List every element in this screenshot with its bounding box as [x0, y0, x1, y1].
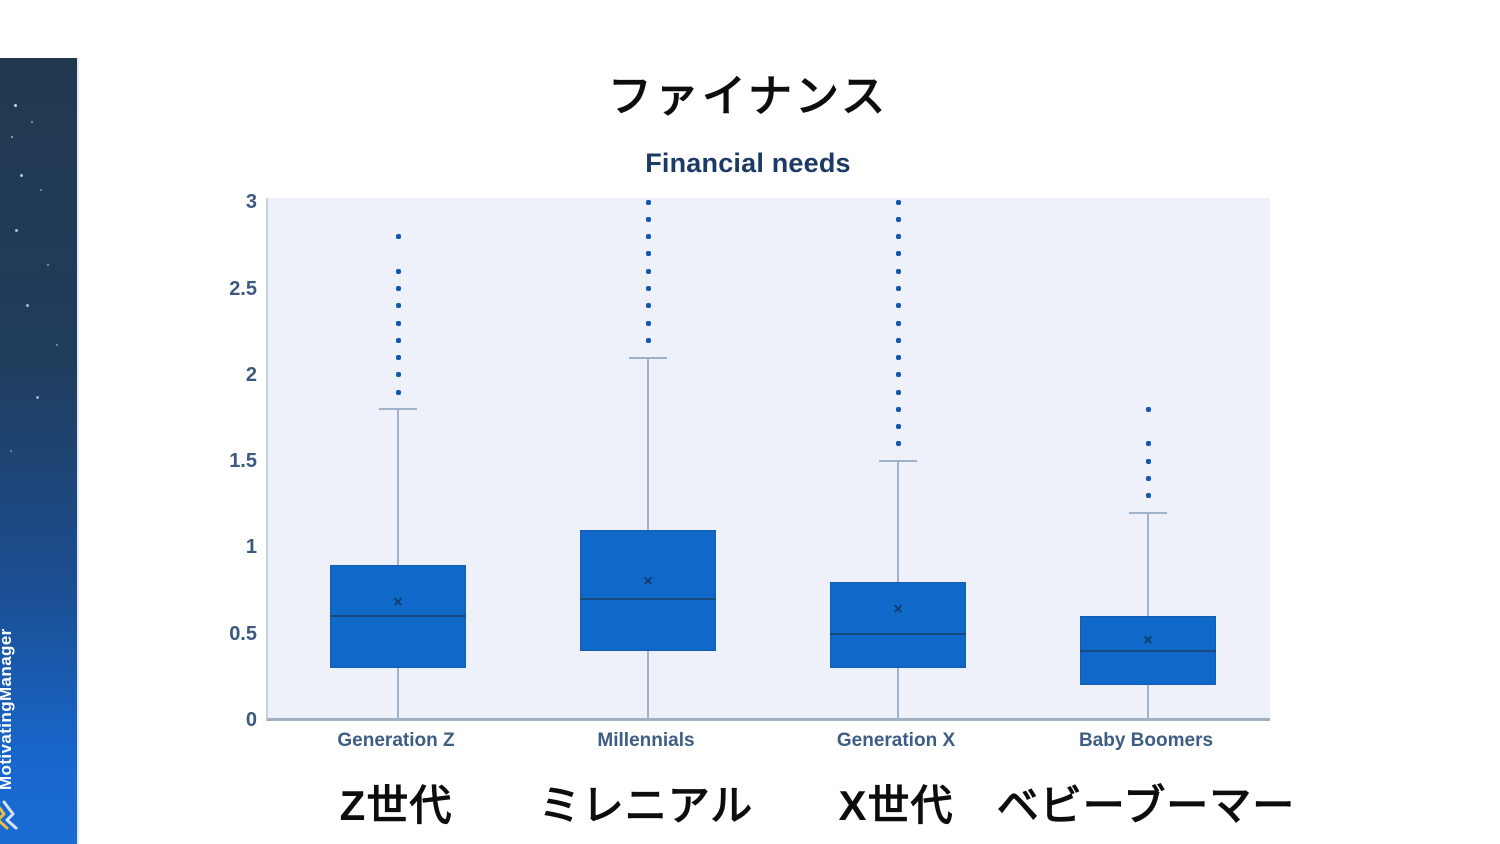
outlier-generation-x	[895, 199, 901, 205]
outlier-generation-z	[395, 355, 401, 361]
y-tick-label: 1	[245, 536, 257, 559]
category-label-jp-generation-x: X世代	[838, 782, 954, 829]
y-tick-label: 2	[245, 363, 257, 386]
category-label-jp-millennials: ミレニアル	[538, 782, 754, 829]
mean-marker-millennials: ×	[643, 572, 653, 590]
outlier-baby-boomers	[1145, 475, 1151, 481]
category-label-generation-x: Generation X	[836, 730, 956, 751]
outlier-generation-z	[395, 372, 401, 378]
outlier-generation-x	[895, 216, 901, 222]
outlier-generation-z	[395, 268, 401, 274]
outlier-generation-z	[395, 286, 401, 291]
outlier-generation-x	[895, 424, 901, 430]
chart-title: Financial needs	[645, 148, 851, 178]
category-label-baby-boomers: Baby Boomers	[1078, 730, 1214, 751]
y-tick-label: 3	[245, 191, 257, 214]
mean-marker-baby-boomers: ×	[1143, 631, 1153, 649]
outlier-millennials	[645, 234, 651, 240]
star-decoration	[10, 450, 12, 452]
category-label-generation-z: Generation Z	[337, 730, 455, 751]
outlier-generation-x	[895, 268, 901, 274]
outlier-millennials	[645, 251, 651, 257]
mean-marker-generation-z: ×	[393, 593, 403, 611]
star-decoration	[20, 174, 23, 177]
brand-name: MotivatingManager	[0, 628, 15, 790]
outlier-millennials	[645, 216, 651, 222]
category-label-jp-generation-z: Z世代	[339, 782, 453, 829]
median-generation-z	[330, 615, 466, 618]
star-decoration	[26, 304, 29, 307]
star-decoration	[31, 121, 33, 123]
sidebar: MotivatingManager	[0, 58, 79, 844]
outlier-millennials	[645, 337, 651, 343]
star-decoration	[40, 189, 42, 191]
outlier-baby-boomers	[1145, 458, 1151, 464]
outlier-millennials	[645, 199, 651, 205]
box-generation-x	[830, 581, 966, 669]
whisker-cap-millennials	[629, 356, 667, 359]
star-decoration	[15, 229, 18, 232]
median-millennials	[580, 598, 716, 601]
y-tick-label: 2.5	[229, 277, 257, 300]
double-wave-logo-icon	[0, 800, 18, 830]
outlier-generation-z	[395, 320, 401, 326]
mean-marker-generation-x: ×	[893, 600, 903, 618]
outlier-generation-x	[895, 406, 901, 412]
brand-lockup: MotivatingManager	[0, 628, 18, 830]
outlier-generation-x	[895, 320, 901, 326]
category-label-millennials: Millennials	[597, 730, 695, 751]
outlier-generation-x	[895, 441, 901, 447]
whisker-generation-z	[397, 409, 399, 720]
box-millennials	[580, 530, 716, 651]
y-tick-label: 1.5	[229, 450, 257, 473]
whisker-baby-boomers	[1147, 512, 1149, 720]
outlier-generation-x	[895, 372, 901, 378]
outlier-generation-z	[395, 337, 401, 343]
outlier-millennials	[645, 268, 651, 274]
outlier-generation-z	[395, 303, 401, 309]
outlier-generation-x	[895, 234, 901, 240]
median-baby-boomers	[1080, 649, 1216, 652]
outlier-baby-boomers	[1145, 493, 1151, 499]
outlier-generation-x	[895, 251, 901, 257]
outlier-baby-boomers	[1145, 441, 1151, 447]
median-generation-x	[830, 632, 966, 635]
outlier-generation-x	[895, 337, 901, 343]
whisker-cap-generation-x	[879, 460, 917, 463]
outlier-generation-z	[395, 234, 401, 240]
outlier-baby-boomers	[1145, 406, 1151, 412]
y-tick-label: 0.5	[229, 622, 257, 645]
y-axis: 3 2.5 2 1.5 1 0.5 0	[185, 0, 257, 844]
star-decoration	[47, 264, 49, 266]
outlier-millennials	[645, 320, 651, 326]
category-label-jp-baby-boomers: ベビーブーマー	[996, 782, 1296, 829]
outlier-generation-x	[895, 355, 901, 361]
page-title: ファイナンス	[607, 72, 889, 121]
outlier-millennials	[645, 286, 651, 291]
star-decoration	[11, 136, 13, 138]
y-tick-label: 0	[245, 709, 257, 731]
whisker-cap-generation-z	[379, 408, 417, 411]
whisker-cap-baby-boomers	[1129, 511, 1167, 514]
star-decoration	[56, 344, 58, 346]
star-decoration	[14, 104, 17, 107]
star-decoration	[36, 396, 39, 399]
outlier-generation-z	[395, 389, 401, 395]
outlier-millennials	[645, 303, 651, 309]
outlier-generation-x	[895, 389, 901, 395]
boxplot-area: × × × ×	[266, 198, 1270, 721]
outlier-generation-x	[895, 303, 901, 309]
outlier-generation-x	[895, 286, 901, 291]
